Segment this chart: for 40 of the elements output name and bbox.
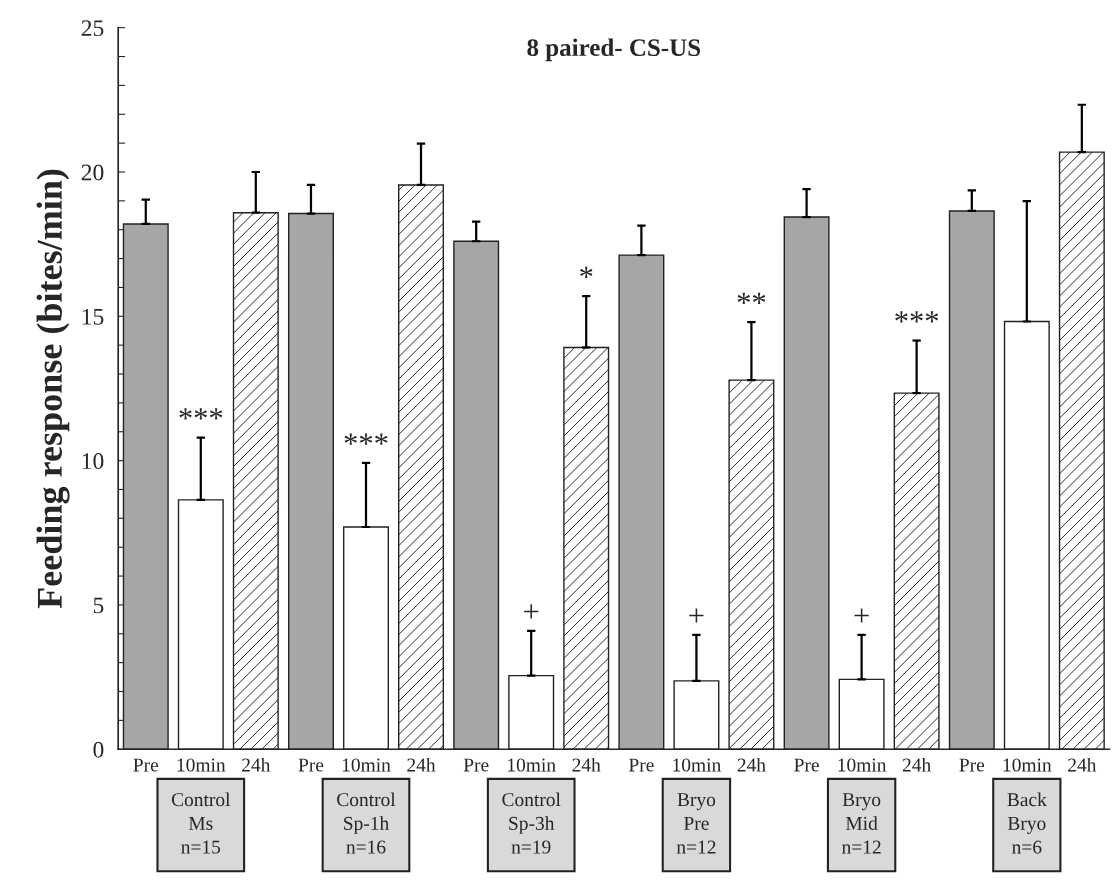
data-label: ***	[179, 408, 223, 420]
text: 24h	[737, 757, 766, 772]
data-label: *	[580, 266, 593, 279]
data-label: +	[689, 608, 704, 623]
text: 10min	[342, 758, 391, 772]
y-axis-title: Feeding response (bites/min)	[36, 169, 70, 609]
text: Pre	[463, 758, 489, 772]
series-label: Pre	[133, 758, 159, 772]
data-label: +	[524, 604, 539, 619]
text: 10min	[177, 758, 226, 772]
data-label: **	[737, 292, 766, 304]
x-tick-label: Bryo Mid n=12	[842, 793, 881, 854]
y-tick-label: 15	[82, 308, 104, 325]
y-tick-label: 5	[93, 597, 104, 614]
x-tick-label: Control Sp-1h n=16	[337, 792, 396, 854]
text: 24h	[1068, 757, 1097, 772]
text: 24h	[407, 757, 436, 772]
text: 24h	[572, 757, 601, 772]
data-label: ***	[895, 311, 939, 323]
text: Pre	[959, 758, 985, 772]
text: 10min	[508, 758, 556, 772]
text: Pre	[794, 758, 819, 772]
data-label: ***	[344, 433, 388, 445]
y-tick-label: 0	[93, 741, 104, 758]
text: 24h	[902, 757, 931, 772]
text: 10min	[673, 758, 721, 772]
text: Pre	[298, 758, 324, 772]
x-tick-label: Back Bryo n=6	[1007, 792, 1047, 854]
series-label: 24h	[242, 757, 271, 772]
chart-title: 8 paired- CS-US	[527, 38, 701, 62]
x-tick-label: Control Sp-3h n=19	[502, 792, 561, 854]
y-tick-label: 10	[82, 453, 104, 470]
y-tick-label: 25	[81, 20, 104, 37]
text: Pre	[629, 758, 654, 772]
text: 10min	[1003, 758, 1052, 772]
x-tick-label: Control Ms n=15	[171, 792, 231, 854]
data-label: +	[854, 608, 869, 623]
x-tick-label: Bryo Pre n=12	[676, 793, 716, 854]
y-tick-label: 20	[81, 164, 104, 181]
series-label: 10min	[838, 758, 887, 772]
